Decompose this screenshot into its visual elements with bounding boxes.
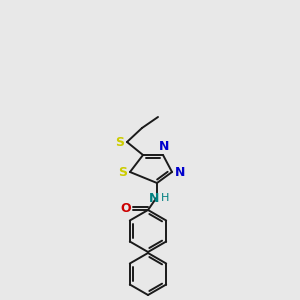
Text: O: O (121, 202, 131, 215)
Text: S: S (116, 136, 124, 149)
Text: N: N (175, 166, 185, 178)
Text: H: H (161, 193, 169, 203)
Text: N: N (159, 140, 169, 154)
Text: N: N (149, 191, 159, 205)
Text: S: S (118, 166, 127, 178)
